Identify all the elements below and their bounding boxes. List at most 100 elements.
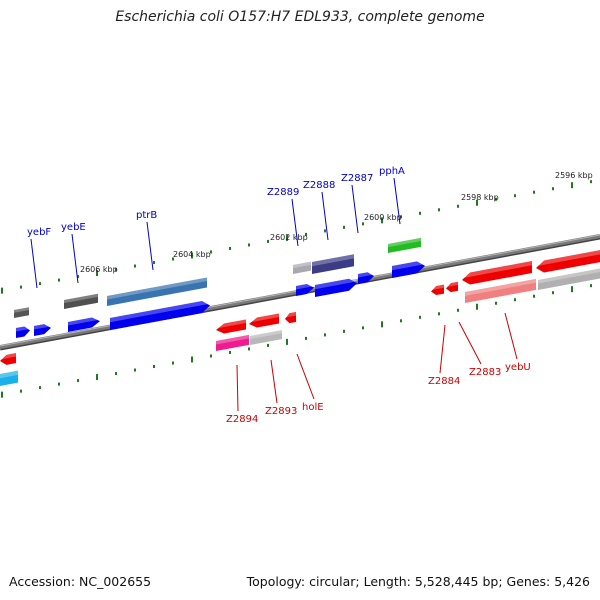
gene-block-body [250, 330, 282, 345]
kbp-label: 2600 kbp [364, 213, 402, 222]
gene-block-body [107, 277, 207, 306]
gene-arrow-forward-body [315, 278, 357, 297]
gene-arrow-reverse [536, 250, 600, 273]
gene-block-body [64, 293, 98, 309]
kbp-label: 2596 kbp [555, 171, 593, 180]
gene-label-yebe: yebE [61, 222, 86, 233]
gene-block [538, 268, 600, 290]
leader-line [458, 321, 482, 365]
gene-block [312, 254, 354, 274]
genome-stats: Topology: circular; Length: 5,528,445 bp… [246, 574, 590, 589]
gene-arrow-reverse [216, 319, 246, 334]
accession-label: Accession: NC_002655 [9, 574, 152, 589]
gene-arrow-forward-body [358, 272, 374, 284]
gene-arrow-reverse-body [431, 284, 444, 296]
gene-block [14, 307, 29, 318]
gene-arrow-reverse-body [285, 311, 296, 324]
gene-arrow-forward-body [110, 300, 210, 330]
gene-arrow-forward [296, 282, 314, 296]
gene-arrow-forward [16, 325, 30, 338]
gene-block [64, 293, 98, 309]
gene-arrow-forward-shine [68, 316, 100, 326]
kbp-label: 2598 kbp [461, 193, 499, 202]
gene-label-ppha: pphA [379, 166, 405, 177]
gene-arrow-forward-shine [392, 259, 425, 271]
gene-block-shine [0, 370, 18, 379]
leader-line [30, 238, 38, 289]
gene-block [250, 330, 282, 345]
gene-arrow-forward [358, 271, 374, 284]
kbp-scale [1, 180, 592, 398]
gene-block-body [293, 261, 311, 274]
gene-arrow-reverse-shine [216, 319, 246, 329]
gene-arrow-reverse-shine [446, 281, 458, 288]
leader-line [393, 177, 401, 225]
gene-block-body [388, 237, 421, 253]
gene-arrow-reverse-body [536, 250, 600, 273]
gene-arrow-forward-body [16, 326, 30, 338]
gene-arrow-reverse-shine [0, 353, 16, 360]
gene-label-yebf: yebF [27, 227, 51, 238]
gene-arrow-reverse-shine [285, 311, 296, 318]
gene-labels: 2606 kbp 2604 kbp 2602 kbp 2600 kbp 2598 kbp… [27, 166, 593, 425]
gene-block-shine [538, 268, 600, 284]
gene-block [107, 277, 207, 306]
gene-arrow-forward-shine [358, 271, 374, 278]
leader-line [146, 221, 154, 271]
gene-block-shine [14, 307, 29, 313]
gene-block [388, 237, 421, 253]
leader-line [296, 353, 315, 400]
gene-arrow-reverse [0, 353, 16, 365]
gene-label-hole: holE [302, 402, 324, 413]
leader-line [270, 359, 278, 404]
gene-features [0, 237, 600, 386]
gene-label-ptrb: ptrB [136, 210, 157, 221]
gene-arrow-forward-body [68, 317, 100, 332]
gene-block [216, 334, 249, 351]
gene-arrow-reverse-body [249, 313, 279, 328]
gene-arrow-forward-body [296, 284, 314, 296]
gene-arrow-forward [34, 322, 51, 336]
gene-block [293, 261, 311, 274]
gene-arrow-reverse [431, 284, 444, 296]
gene-arrow-forward [68, 316, 100, 332]
map-title: Escherichia coli O157:H7 EDL933, complet… [115, 9, 485, 25]
gene-label-yebu: yebU [505, 362, 531, 373]
gene-arrow-forward [110, 299, 210, 330]
gene-label-z2889: Z2889 [267, 187, 299, 198]
leader-line [351, 184, 359, 234]
gene-block-body [465, 278, 536, 303]
gene-arrow-reverse-shine [431, 284, 444, 291]
gene-arrow-reverse-body [462, 261, 532, 285]
kbp-label: 2604 kbp [173, 250, 211, 259]
gene-arrow-reverse-body [446, 281, 458, 293]
gene-block-shine [64, 293, 98, 304]
gene-block-body [14, 307, 29, 318]
gene-label-z2883: Z2883 [469, 367, 501, 378]
gene-block-shine [107, 277, 207, 300]
gene-arrow-forward-shine [110, 299, 210, 323]
gene-label-z2884: Z2884 [428, 376, 460, 387]
gene-arrow-forward-shine [315, 277, 357, 290]
gene-block-shine [250, 330, 282, 340]
gene-block-shine [388, 237, 421, 248]
gene-arrow-reverse-shine [249, 313, 279, 323]
gene-arrow-reverse-body [216, 319, 246, 334]
gene-label-z2888: Z2888 [303, 180, 335, 191]
gene-block-body [216, 334, 249, 351]
gene-arrow-reverse-shine [536, 250, 600, 267]
gene-label-z2887: Z2887 [341, 173, 373, 184]
kbp-label: 2606 kbp [80, 265, 118, 274]
gene-arrow-forward-body [392, 261, 425, 278]
gene-label-z2893: Z2893 [265, 406, 297, 417]
gene-arrow-reverse [285, 311, 296, 324]
leader-line [321, 191, 329, 241]
gene-arrow-forward-shine [296, 282, 314, 290]
gene-block [465, 278, 536, 303]
gene-block-shine [216, 334, 249, 345]
gene-block-shine [312, 254, 354, 267]
leader-line [291, 198, 299, 247]
gene-arrow-forward [315, 277, 357, 297]
gene-arrow-forward [392, 259, 425, 278]
